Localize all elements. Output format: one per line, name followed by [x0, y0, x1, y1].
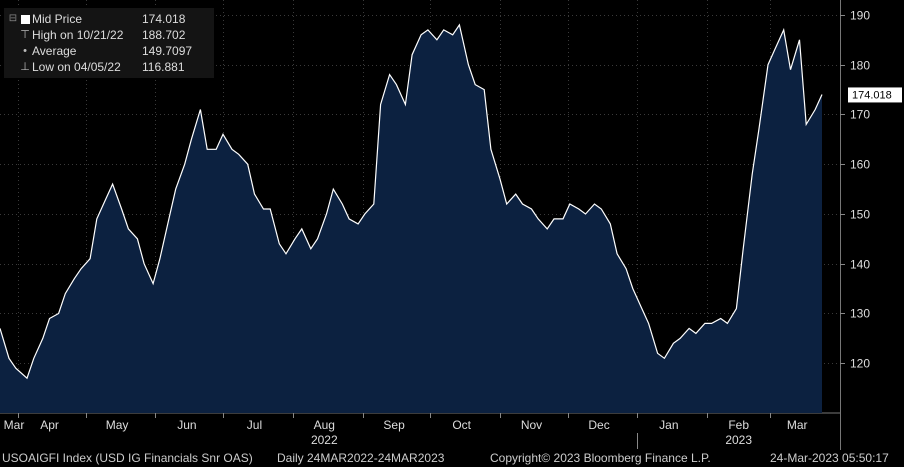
legend-label: Average	[32, 44, 77, 58]
legend-label: Low on 04/05/22	[32, 60, 121, 74]
last-value-label: 174.018	[852, 89, 892, 101]
year-label: 2022	[311, 433, 338, 447]
x-tick-label: Jan	[659, 418, 678, 432]
x-tick-label: Mar	[787, 418, 808, 432]
legend-label: High on 10/21/22	[32, 28, 124, 42]
footer: USOAIGFI Index (USD IG Financials Snr OA…	[0, 450, 904, 467]
year-label: 2023	[725, 433, 752, 447]
x-tick-label: Apr	[40, 418, 59, 432]
x-tick-label: May	[106, 418, 129, 432]
y-tick-label: 160	[850, 158, 870, 172]
legend-value: 188.702	[142, 28, 186, 42]
square-swatch-icon	[18, 14, 32, 24]
x-tick-label: Nov	[521, 418, 542, 432]
footer-timestamp: 24-Mar-2023 05:50:17	[770, 451, 889, 465]
x-tick-label: Jun	[177, 418, 196, 432]
legend-item-average[interactable]: • Average 149.7097	[8, 43, 214, 59]
footer-security: USOAIGFI Index (USD IG Financials Snr OA…	[2, 451, 253, 465]
x-tick-label: Mar	[4, 418, 25, 432]
low-marker-icon: ⊥	[20, 61, 30, 73]
x-tick-label: Oct	[452, 418, 471, 432]
last-value-box	[848, 87, 902, 103]
x-axis-ticks: Mar Apr May Jun Jul Aug Sep Oct Nov Dec Jan Feb Mar 2…	[4, 413, 808, 449]
legend-item-high[interactable]: ⊤ High on 10/21/22 188.702	[8, 27, 214, 43]
x-tick-label: Jul	[247, 418, 262, 432]
legend-item-mid-price[interactable]: ⊟ Mid Price 174.018	[8, 11, 214, 27]
y-tick-label: 140	[850, 258, 870, 272]
y-tick-label: 190	[850, 9, 870, 23]
x-tick-label: Sep	[383, 418, 405, 432]
footer-copyright: Copyright© 2023 Bloomberg Finance L.P.	[490, 451, 711, 465]
price-line	[0, 23, 823, 380]
legend-value: 174.018	[142, 12, 186, 26]
legend-value: 149.7097	[142, 44, 193, 58]
legend-value: 116.881	[142, 60, 185, 74]
y-tick-label: 180	[850, 59, 870, 73]
y-tick-label: 130	[850, 307, 870, 321]
y-tick-label: 170	[850, 108, 870, 122]
y-tick-label: 150	[850, 208, 870, 222]
legend-label: Mid Price	[32, 12, 83, 26]
footer-period: Daily 24MAR2022-24MAR2023	[277, 451, 445, 465]
y-axis-ticks: 120 130 140 150 160 170 180 190	[840, 9, 870, 371]
x-tick-label: Aug	[314, 418, 335, 432]
average-marker-icon: •	[23, 45, 27, 57]
price-area	[0, 24, 822, 414]
x-tick-label: Feb	[728, 418, 749, 432]
legend: ⊟ Mid Price 174.018 ⊤ High on 10/21/22 1…	[4, 8, 214, 78]
last-value-marker: 174.018	[848, 87, 902, 103]
chart-canvas: 120 130 140 150 160 170 180 190 Mar Apr May Jun Jul…	[0, 0, 902, 450]
x-tick-label: Dec	[588, 418, 609, 432]
collapse-toggle-icon[interactable]: ⊟	[8, 13, 18, 24]
high-marker-icon: ⊤	[20, 29, 30, 41]
legend-item-low[interactable]: ⊥ Low on 04/05/22 116.881	[8, 59, 214, 75]
y-tick-label: 120	[850, 357, 870, 371]
